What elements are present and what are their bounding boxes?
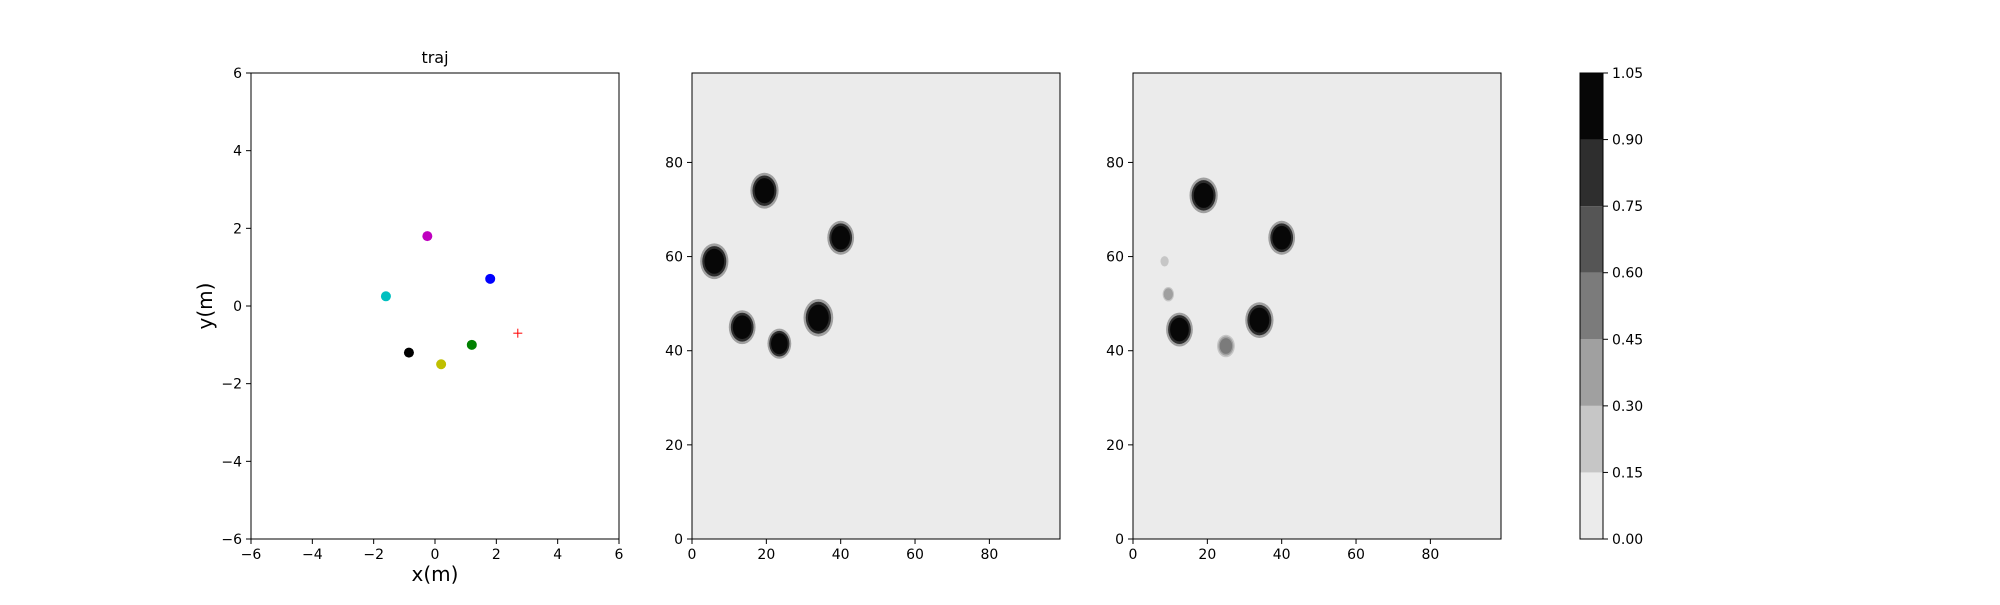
traj-title: traj bbox=[421, 48, 448, 67]
colorbar-bands bbox=[1580, 73, 1603, 539]
traj-x-tick-label: −2 bbox=[363, 547, 384, 563]
colorbar-band bbox=[1580, 206, 1603, 273]
heatmap-1-blob bbox=[767, 328, 792, 359]
traj-plot-area bbox=[251, 73, 619, 539]
traj-y-tick-label: 4 bbox=[233, 144, 242, 160]
heatmap-1-x-tick-label: 60 bbox=[906, 547, 924, 563]
heatmap-2-image bbox=[1133, 73, 1501, 539]
colorbar-tick-label: 0.45 bbox=[1612, 332, 1643, 348]
heatmap-1-x-ticks: 0 20 40 60 80 bbox=[688, 539, 998, 563]
traj-point bbox=[436, 359, 447, 370]
traj-x-tick-label: 6 bbox=[615, 547, 624, 563]
heatmap-2-y-tick-label: 60 bbox=[1106, 250, 1124, 266]
traj-goal-marker bbox=[513, 328, 523, 338]
traj-point bbox=[403, 347, 414, 358]
traj-ylabel: y(m) bbox=[193, 283, 217, 330]
heatmap-1-blob bbox=[827, 220, 855, 255]
traj-x-tick-label: 2 bbox=[492, 547, 501, 563]
heatmap-1-y-tick-label: 20 bbox=[665, 438, 683, 454]
heatmap-1-blob bbox=[728, 310, 756, 345]
traj-y-tick-label: 2 bbox=[233, 221, 242, 237]
heatmap-1-y-tick-label: 60 bbox=[665, 250, 683, 266]
traj-points bbox=[380, 231, 523, 370]
traj-xlabel: x(m) bbox=[412, 562, 459, 586]
traj-x-tick-label: −4 bbox=[302, 547, 323, 563]
traj-x-tick-label: −6 bbox=[241, 547, 262, 563]
traj-y-tick-label: −2 bbox=[221, 377, 242, 393]
heatmap-1-background bbox=[692, 73, 1060, 539]
heatmap-2-x-ticks: 0 20 40 60 80 bbox=[1129, 539, 1439, 563]
traj-y-tick-label: 6 bbox=[233, 66, 242, 82]
colorbar-tick-label: 0.75 bbox=[1612, 199, 1643, 215]
traj-x-tick-label: 4 bbox=[553, 547, 562, 563]
heatmap-1-y-tick-label: 80 bbox=[665, 155, 683, 171]
heatmap-2-x-tick-label: 40 bbox=[1273, 547, 1291, 563]
colorbar-band bbox=[1580, 472, 1603, 539]
heatmap-2-blob bbox=[1245, 302, 1274, 339]
traj-x-ticks: −6 −4 −2 0 2 4 6 bbox=[241, 539, 624, 563]
heatmap-1-blob bbox=[700, 243, 729, 280]
heatmap-2-y-ticks: 0 20 40 60 80 bbox=[1106, 155, 1133, 548]
heatmap-2-blob bbox=[1161, 285, 1176, 303]
heatmap-2-frame bbox=[1132, 72, 1502, 540]
heatmap-1-frame bbox=[691, 72, 1061, 540]
heatmap-2-y-tick-label: 80 bbox=[1106, 155, 1124, 171]
heatmap-2-blob bbox=[1166, 312, 1193, 347]
heatmap-2-x-tick-label: 60 bbox=[1347, 547, 1365, 563]
traj-point bbox=[422, 231, 433, 242]
colorbar-tick-label: 0.15 bbox=[1612, 465, 1643, 481]
heatmap-1-y-ticks: 0 20 40 60 80 bbox=[665, 155, 692, 548]
heatmap-1-blob bbox=[803, 298, 834, 337]
heatmap-2-x-tick-label: 0 bbox=[1129, 547, 1138, 563]
colorbar-tick-label: 0.60 bbox=[1612, 266, 1643, 282]
traj-x-tick-label: 0 bbox=[431, 547, 440, 563]
traj-point bbox=[485, 273, 496, 284]
heatmap-2-x-tick-label: 20 bbox=[1198, 547, 1216, 563]
heatmap-1-x-tick-label: 80 bbox=[980, 547, 998, 563]
traj-point bbox=[380, 291, 391, 302]
heatmap-panel-2: 0 20 40 60 80 0 20 40 60 80 bbox=[1106, 72, 1502, 563]
traj-y-tick-label: −4 bbox=[221, 454, 242, 470]
colorbar-band bbox=[1580, 73, 1603, 140]
heatmap-2-x-tick-label: 80 bbox=[1421, 547, 1439, 563]
colorbar-band bbox=[1580, 139, 1603, 207]
heatmap-2-y-tick-label: 20 bbox=[1106, 438, 1124, 454]
heatmap-2-y-tick-label: 40 bbox=[1106, 344, 1124, 360]
heatmap-1-image bbox=[692, 73, 1060, 539]
heatmap-2-y-tick-label: 0 bbox=[1115, 532, 1124, 548]
colorbar-band bbox=[1580, 339, 1603, 406]
heatmap-2-background bbox=[1133, 73, 1501, 539]
heatmap-1-blob bbox=[750, 172, 779, 209]
traj-point bbox=[466, 339, 477, 350]
heatmap-1-y-tick-label: 40 bbox=[665, 344, 683, 360]
heatmap-1-x-tick-label: 40 bbox=[832, 547, 850, 563]
heatmap-1-x-tick-label: 0 bbox=[688, 547, 697, 563]
traj-y-tick-label: 0 bbox=[233, 299, 242, 315]
heatmap-1-x-tick-label: 20 bbox=[757, 547, 775, 563]
colorbar-tick-label: 0.90 bbox=[1612, 133, 1643, 149]
colorbar-tick-label: 0.00 bbox=[1612, 532, 1643, 548]
colorbar-tick-label: 1.05 bbox=[1612, 66, 1643, 82]
colorbar-tick-label: 0.30 bbox=[1612, 399, 1643, 415]
colorbar-ticks: 0.00 0.15 0.30 0.45 0.60 0.75 0.90 1.05 bbox=[1603, 66, 1643, 548]
colorbar-band bbox=[1580, 272, 1603, 340]
heatmap-2-blob bbox=[1159, 255, 1170, 268]
traj-y-tick-label: −6 bbox=[221, 532, 242, 548]
colorbar-band bbox=[1580, 405, 1603, 473]
traj-y-ticks: −6 −4 −2 0 2 4 6 bbox=[221, 66, 251, 548]
heatmap-panel-1: 0 20 40 60 80 0 20 40 60 80 bbox=[665, 72, 1061, 563]
heatmap-2-blob bbox=[1189, 177, 1218, 214]
colorbar-frame bbox=[1579, 72, 1604, 540]
heatmap-1-y-tick-label: 0 bbox=[674, 532, 683, 548]
colorbar: 0.00 0.15 0.30 0.45 0.60 0.75 0.90 1.05 bbox=[1579, 66, 1643, 548]
heatmap-2-blob bbox=[1268, 220, 1296, 255]
heatmap-2-blob bbox=[1217, 334, 1235, 358]
traj-panel: traj −6 −4 −2 0 2 4 6 −6 −4 −2 0 2 4 6 x(m) y(m) bbox=[193, 48, 624, 586]
